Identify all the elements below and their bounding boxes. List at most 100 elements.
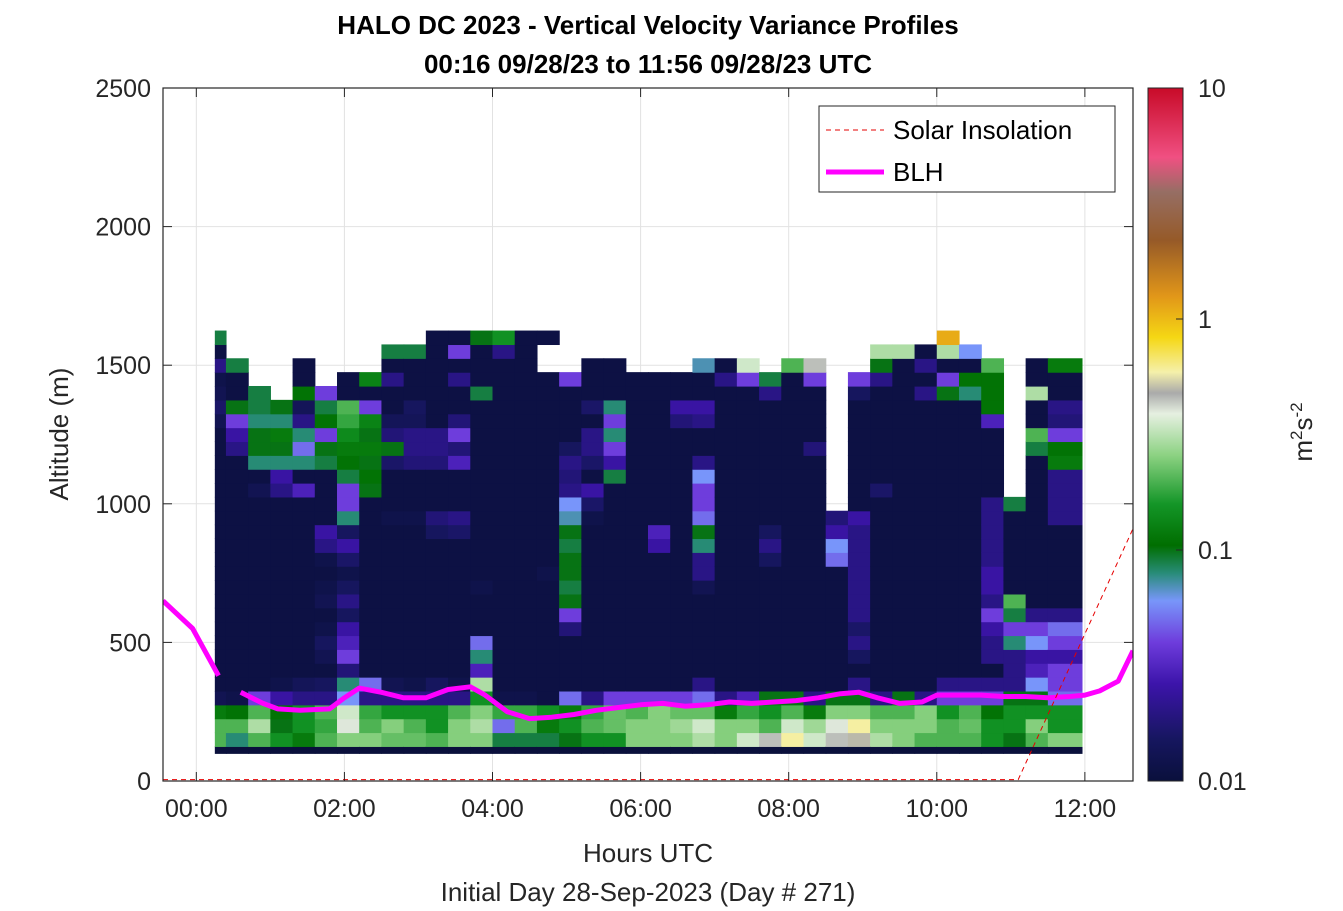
heatmap-cell <box>559 385 582 401</box>
heatmap-cell <box>1025 621 1049 637</box>
heatmap-cell <box>492 580 516 595</box>
heatmap-cell <box>536 649 560 664</box>
heatmap-cell <box>225 358 249 373</box>
heatmap-cell <box>714 469 738 484</box>
heatmap-cell <box>425 385 449 401</box>
heatmap-cell <box>1025 455 1049 470</box>
heatmap-cell <box>892 663 916 678</box>
heatmap-cell <box>1025 732 1049 747</box>
heatmap-cell <box>214 524 227 540</box>
heatmap-cell <box>514 344 538 359</box>
heatmap-cell <box>448 413 471 429</box>
heatmap-cell <box>270 469 294 484</box>
heatmap-cell <box>803 552 827 567</box>
heatmap-cell <box>248 441 271 456</box>
heatmap-cell <box>870 746 893 754</box>
heatmap-cell <box>1025 441 1049 456</box>
heatmap-cell <box>648 538 671 553</box>
heatmap-cell <box>425 469 449 484</box>
heatmap-cell <box>625 552 649 567</box>
heatmap-cell <box>736 663 760 678</box>
heatmap-cell <box>914 469 938 484</box>
heatmap-cell <box>958 580 982 595</box>
heatmap-cell <box>270 580 294 595</box>
heatmap-cell <box>214 413 227 429</box>
heatmap-cell <box>381 455 405 470</box>
heatmap-cell <box>225 607 249 623</box>
heatmap-cell <box>603 635 627 650</box>
heatmap-cell <box>337 593 360 609</box>
heatmap-cell <box>403 441 427 456</box>
heatmap-cell <box>425 399 449 415</box>
heatmap-cell <box>581 566 605 581</box>
heatmap-cell <box>847 593 871 609</box>
heatmap-cell <box>870 469 893 484</box>
heatmap-cell <box>214 358 227 373</box>
colorbar <box>1147 87 1184 782</box>
heatmap-cell <box>536 510 560 526</box>
heatmap-cell <box>958 663 982 678</box>
heatmap-cell <box>492 746 516 754</box>
heatmap-cell <box>847 607 871 623</box>
heatmap-cell <box>981 538 1005 553</box>
heatmap-cell <box>470 552 494 567</box>
heatmap-cell <box>314 455 338 470</box>
heatmap-cell <box>581 580 605 595</box>
heatmap-cell <box>603 510 627 526</box>
heatmap-cell <box>448 635 471 650</box>
heatmap-cell <box>492 385 516 401</box>
heatmap-cell <box>559 483 582 498</box>
heatmap-cell <box>1047 746 1083 754</box>
heatmap-cell <box>314 607 338 623</box>
heatmap-cell <box>803 469 827 484</box>
heatmap-cell <box>359 510 383 526</box>
heatmap-cell <box>314 510 338 526</box>
heatmap-cell <box>514 358 538 373</box>
heatmap-cell <box>892 344 916 359</box>
heatmap-cell <box>536 635 560 650</box>
heatmap-cell <box>1025 607 1049 623</box>
heatmap-cell <box>470 663 494 678</box>
heatmap-cell <box>248 524 271 540</box>
heatmap-cell <box>714 524 738 540</box>
heatmap-cell <box>714 746 738 754</box>
heatmap-cell <box>514 635 538 650</box>
heatmap-cell <box>514 483 538 498</box>
heatmap-cell <box>936 593 960 609</box>
heatmap-cell <box>225 413 249 429</box>
heatmap-cell <box>559 524 582 540</box>
heatmap-cell <box>981 649 1005 664</box>
heatmap-cell <box>337 621 360 637</box>
heatmap-cell <box>448 385 471 401</box>
heatmap-cell <box>359 469 383 484</box>
heatmap-cell <box>1003 663 1027 678</box>
heatmap-cell <box>981 441 1005 456</box>
heatmap-cell <box>914 677 938 692</box>
heatmap-cell <box>958 413 982 429</box>
heatmap-cell <box>214 566 227 581</box>
heatmap-cell <box>870 704 893 720</box>
heatmap-cell <box>736 399 760 415</box>
heatmap-cell <box>603 441 627 456</box>
heatmap-cell <box>692 566 716 581</box>
heatmap-cell <box>981 372 1005 387</box>
heatmap-cell <box>870 441 893 456</box>
heatmap-cell <box>914 524 938 540</box>
heatmap-cell <box>914 621 938 637</box>
heatmap-cell <box>870 635 893 650</box>
heatmap-cell <box>359 566 383 581</box>
heatmap-cell <box>892 524 916 540</box>
heatmap-cell <box>847 580 871 595</box>
heatmap-cell <box>736 649 760 664</box>
heatmap-cell <box>936 413 960 429</box>
heatmap-cell <box>359 690 383 706</box>
heatmap-cell <box>648 663 671 678</box>
heatmap-cell <box>514 732 538 747</box>
heatmap-cell <box>292 635 316 650</box>
heatmap-cell <box>403 607 427 623</box>
heatmap-cell <box>759 413 782 429</box>
heatmap-cell <box>692 510 716 526</box>
heatmap-cell <box>981 385 1005 401</box>
heatmap-cell <box>1025 510 1049 526</box>
heatmap-cell <box>337 455 360 470</box>
